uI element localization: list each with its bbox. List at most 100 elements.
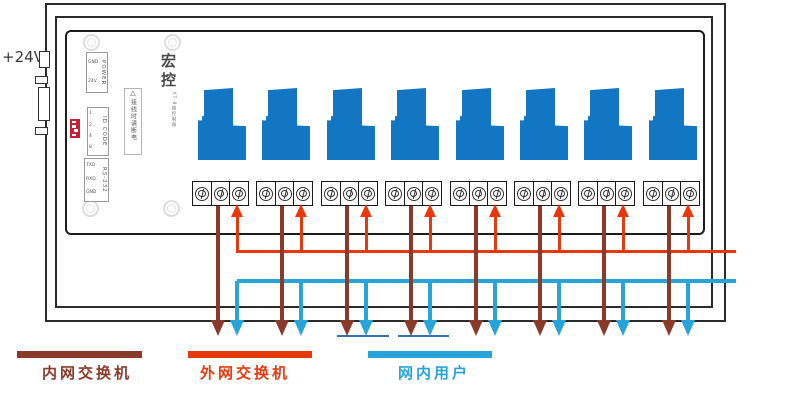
screw-terminal bbox=[229, 181, 249, 206]
extranet-arrowhead bbox=[231, 204, 243, 217]
pin-label: 2 bbox=[89, 122, 92, 128]
intranet-arrowhead bbox=[211, 320, 225, 336]
screw-icon bbox=[324, 186, 338, 201]
user-drop-wire bbox=[493, 281, 497, 320]
legend-intranet-bar bbox=[17, 351, 142, 358]
rs232-pin-labels: TXD RXD GND bbox=[86, 160, 101, 200]
pin-label: RXD bbox=[86, 176, 96, 182]
power-terminal-box: GND 24V POWER bbox=[86, 52, 108, 93]
screw-icon bbox=[82, 200, 99, 217]
brand-text: 宏控 bbox=[159, 53, 177, 91]
screw-terminal bbox=[192, 181, 212, 206]
intranet-arrowhead bbox=[340, 320, 354, 336]
dip-switch bbox=[70, 119, 80, 138]
screw-terminal bbox=[274, 181, 295, 206]
terminal-block bbox=[450, 181, 507, 206]
warning-strip: △ 接线时请断电 bbox=[124, 88, 142, 155]
pin-label: TXD bbox=[86, 163, 96, 169]
extranet-wire bbox=[494, 216, 497, 253]
screw-icon bbox=[490, 186, 504, 201]
intranet-wire bbox=[474, 206, 478, 320]
intranet-wire bbox=[538, 206, 542, 320]
pin-label: 24V bbox=[88, 78, 97, 84]
terminal-block bbox=[643, 181, 700, 206]
screw-icon bbox=[164, 34, 181, 51]
screw-icon bbox=[646, 186, 660, 201]
extranet-bus-wire bbox=[237, 250, 736, 253]
screw-icon bbox=[195, 186, 209, 201]
warning-triangle-icon: △ bbox=[130, 89, 136, 97]
user-drop-wire bbox=[557, 281, 561, 320]
user-drop-wire bbox=[686, 281, 690, 320]
users-bus-wire bbox=[237, 279, 736, 283]
user-arrowhead bbox=[552, 320, 566, 336]
terminal-block bbox=[192, 181, 249, 206]
screw-terminal bbox=[514, 181, 534, 206]
screw-icon bbox=[163, 200, 180, 217]
screw-terminal bbox=[339, 181, 360, 206]
extranet-wire bbox=[429, 216, 432, 253]
screw-icon bbox=[581, 186, 595, 201]
terminal-block bbox=[578, 181, 635, 206]
terminal-block bbox=[514, 181, 571, 206]
screw-icon bbox=[453, 186, 467, 201]
screw-terminal bbox=[321, 181, 341, 206]
intranet-wire bbox=[216, 206, 220, 320]
intranet-arrowhead bbox=[404, 320, 418, 336]
screw-icon bbox=[259, 186, 273, 201]
terminal-block bbox=[321, 181, 378, 206]
extranet-arrowhead bbox=[489, 204, 501, 217]
screw-icon bbox=[471, 186, 486, 201]
mount-tab bbox=[35, 76, 48, 84]
screw-icon bbox=[406, 186, 421, 201]
rs232-box: TXD RXD GND RS-232 bbox=[84, 158, 109, 202]
extranet-arrowhead bbox=[617, 204, 629, 217]
rs232-label: RS-232 bbox=[101, 167, 107, 193]
screw-icon bbox=[517, 186, 531, 201]
screw-terminal bbox=[532, 181, 553, 206]
screw-terminal bbox=[450, 181, 470, 206]
user-drop-wire bbox=[235, 281, 239, 320]
outer-enclosure bbox=[45, 3, 726, 322]
pin-label: 4 bbox=[89, 133, 92, 139]
intranet-wire bbox=[345, 206, 349, 320]
screw-terminal bbox=[596, 181, 617, 206]
terminal-block bbox=[385, 181, 442, 206]
pin-label: GND bbox=[86, 190, 97, 196]
extranet-wire bbox=[622, 216, 625, 253]
intranet-wire bbox=[409, 206, 413, 320]
screw-icon bbox=[232, 186, 246, 201]
extranet-wire bbox=[687, 216, 690, 253]
screw-terminal bbox=[403, 181, 424, 206]
extranet-wire bbox=[365, 216, 368, 253]
screw-icon bbox=[213, 186, 228, 201]
id-code-pin-labels: 1 2 4 8 bbox=[89, 109, 101, 154]
extranet-wire bbox=[558, 216, 561, 253]
inner-enclosure bbox=[55, 16, 713, 308]
brand-model-text: KT-8路控制器 bbox=[171, 92, 176, 128]
user-arrowhead bbox=[616, 320, 630, 336]
legend-extranet-label: 外网交换机 bbox=[200, 364, 291, 382]
screw-icon bbox=[599, 186, 614, 201]
user-arrowhead bbox=[488, 320, 502, 336]
intranet-arrowhead bbox=[469, 320, 483, 336]
extranet-arrowhead bbox=[424, 204, 436, 217]
screw-terminal bbox=[643, 181, 663, 206]
user-drop-wire bbox=[299, 281, 303, 320]
screw-terminal bbox=[661, 181, 682, 206]
legend-users-label: 网内用户 bbox=[398, 364, 471, 382]
intranet-arrowhead bbox=[533, 320, 547, 336]
user-underline-mark bbox=[398, 335, 449, 337]
screw-icon bbox=[618, 186, 632, 201]
screw-terminal bbox=[680, 181, 700, 206]
screw-terminal bbox=[385, 181, 405, 206]
intranet-arrowhead bbox=[662, 320, 676, 336]
intranet-arrowhead bbox=[597, 320, 611, 336]
screw-terminal bbox=[210, 181, 231, 206]
intranet-wire bbox=[602, 206, 606, 320]
extranet-arrowhead bbox=[360, 204, 372, 217]
extranet-wire bbox=[300, 216, 303, 253]
id-code-box: 1 2 4 8 ID CODE bbox=[87, 107, 109, 156]
pin-label: 8 bbox=[89, 145, 92, 151]
